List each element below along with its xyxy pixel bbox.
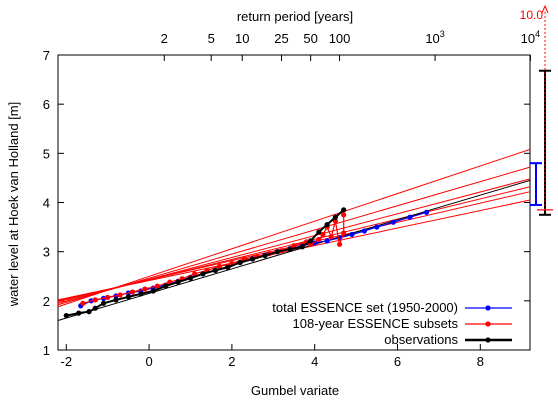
data-point xyxy=(316,229,322,235)
data-point xyxy=(150,288,156,294)
data-point xyxy=(332,214,339,220)
data-point xyxy=(100,300,107,306)
data-point xyxy=(328,234,334,240)
x-tick-label: 6 xyxy=(394,354,401,369)
range-bars: 10.0 xyxy=(520,4,553,216)
data-point xyxy=(92,305,98,311)
data-point xyxy=(80,300,86,306)
fit-line xyxy=(57,148,531,308)
data-point xyxy=(274,249,281,255)
x2-tick-label: 103 xyxy=(425,29,444,46)
data-point xyxy=(216,263,223,270)
y-axis-title: water level at Hoek van Holland [m] xyxy=(6,102,21,307)
data-point xyxy=(225,264,231,270)
data-points xyxy=(63,207,430,319)
x-axis-title: Gumbel variate xyxy=(251,383,339,398)
data-point xyxy=(63,312,69,319)
data-point xyxy=(287,246,293,252)
x-tick-label: 2 xyxy=(228,354,235,369)
x-tick-label: 0 xyxy=(145,354,152,369)
data-point xyxy=(86,309,92,315)
data-point xyxy=(407,214,413,220)
data-point xyxy=(76,310,82,316)
legend-marker xyxy=(485,337,491,343)
data-point xyxy=(307,238,314,244)
legend-label: observations xyxy=(384,332,458,347)
range-arrow-label: 10.0 xyxy=(520,8,544,22)
legend-marker xyxy=(485,321,491,327)
y-tick-label: 4 xyxy=(43,196,50,211)
fit-line xyxy=(57,166,531,306)
x2-tick-label: 25 xyxy=(274,31,288,46)
data-point xyxy=(117,292,123,298)
data-point xyxy=(105,294,111,300)
data-point xyxy=(200,271,206,277)
data-point xyxy=(163,283,169,289)
data-point xyxy=(237,259,243,266)
data-point xyxy=(249,256,256,262)
data-point xyxy=(142,286,148,292)
data-point xyxy=(192,271,198,277)
data-point xyxy=(361,228,367,234)
data-point xyxy=(212,267,218,273)
data-point xyxy=(125,294,131,300)
fit-line xyxy=(57,179,531,321)
range-arrow xyxy=(541,4,549,14)
x2-tick-label: 10 xyxy=(235,31,249,46)
data-point xyxy=(423,209,430,215)
data-point xyxy=(332,218,339,224)
x2-tick-label: 100 xyxy=(329,31,351,46)
x2-tick-label: 50 xyxy=(303,31,317,46)
data-point xyxy=(324,222,330,228)
x2-axis-title: return period [years] xyxy=(237,9,353,24)
legend-marker xyxy=(485,305,491,311)
data-point xyxy=(129,289,136,295)
data-point xyxy=(336,241,343,247)
y-tick-label: 5 xyxy=(43,146,50,161)
data-point xyxy=(341,212,347,218)
data-point xyxy=(316,236,322,242)
x-tick-label: -2 xyxy=(60,354,72,369)
data-point xyxy=(92,297,98,303)
legend-label: 108-year ESSENCE subsets xyxy=(293,316,459,331)
data-point xyxy=(349,231,355,238)
y-tick-label: 3 xyxy=(43,245,50,260)
legend-label: total ESSENCE set (1950-2000) xyxy=(272,300,458,315)
data-point xyxy=(374,224,380,230)
y-tick-label: 2 xyxy=(43,294,50,309)
data-point xyxy=(320,231,326,238)
x2-tick-exponent: 3 xyxy=(440,29,445,39)
data-point xyxy=(291,243,297,249)
y-tick-label: 1 xyxy=(43,343,50,358)
x2-tick-exponent: 4 xyxy=(535,29,540,39)
x2-tick-label: 2 xyxy=(161,31,168,46)
data-point xyxy=(341,207,347,213)
x2-tick-label: 104 xyxy=(521,29,540,46)
data-point xyxy=(113,297,119,303)
data-point xyxy=(187,275,194,281)
x-tick-label: 8 xyxy=(477,354,484,369)
y-tick-label: 7 xyxy=(43,48,50,63)
data-point xyxy=(138,291,144,297)
data-point xyxy=(299,244,305,250)
y-tick-label: 6 xyxy=(43,97,50,112)
x2-tick-label: 5 xyxy=(208,31,215,46)
data-point xyxy=(390,219,396,225)
data-point xyxy=(341,230,347,236)
data-point xyxy=(175,279,181,285)
data-point xyxy=(154,283,160,289)
data-point xyxy=(262,253,268,259)
legend: total ESSENCE set (1950-2000)108-year ES… xyxy=(272,300,512,347)
x-tick-label: 4 xyxy=(311,354,318,369)
data-point xyxy=(324,238,330,244)
